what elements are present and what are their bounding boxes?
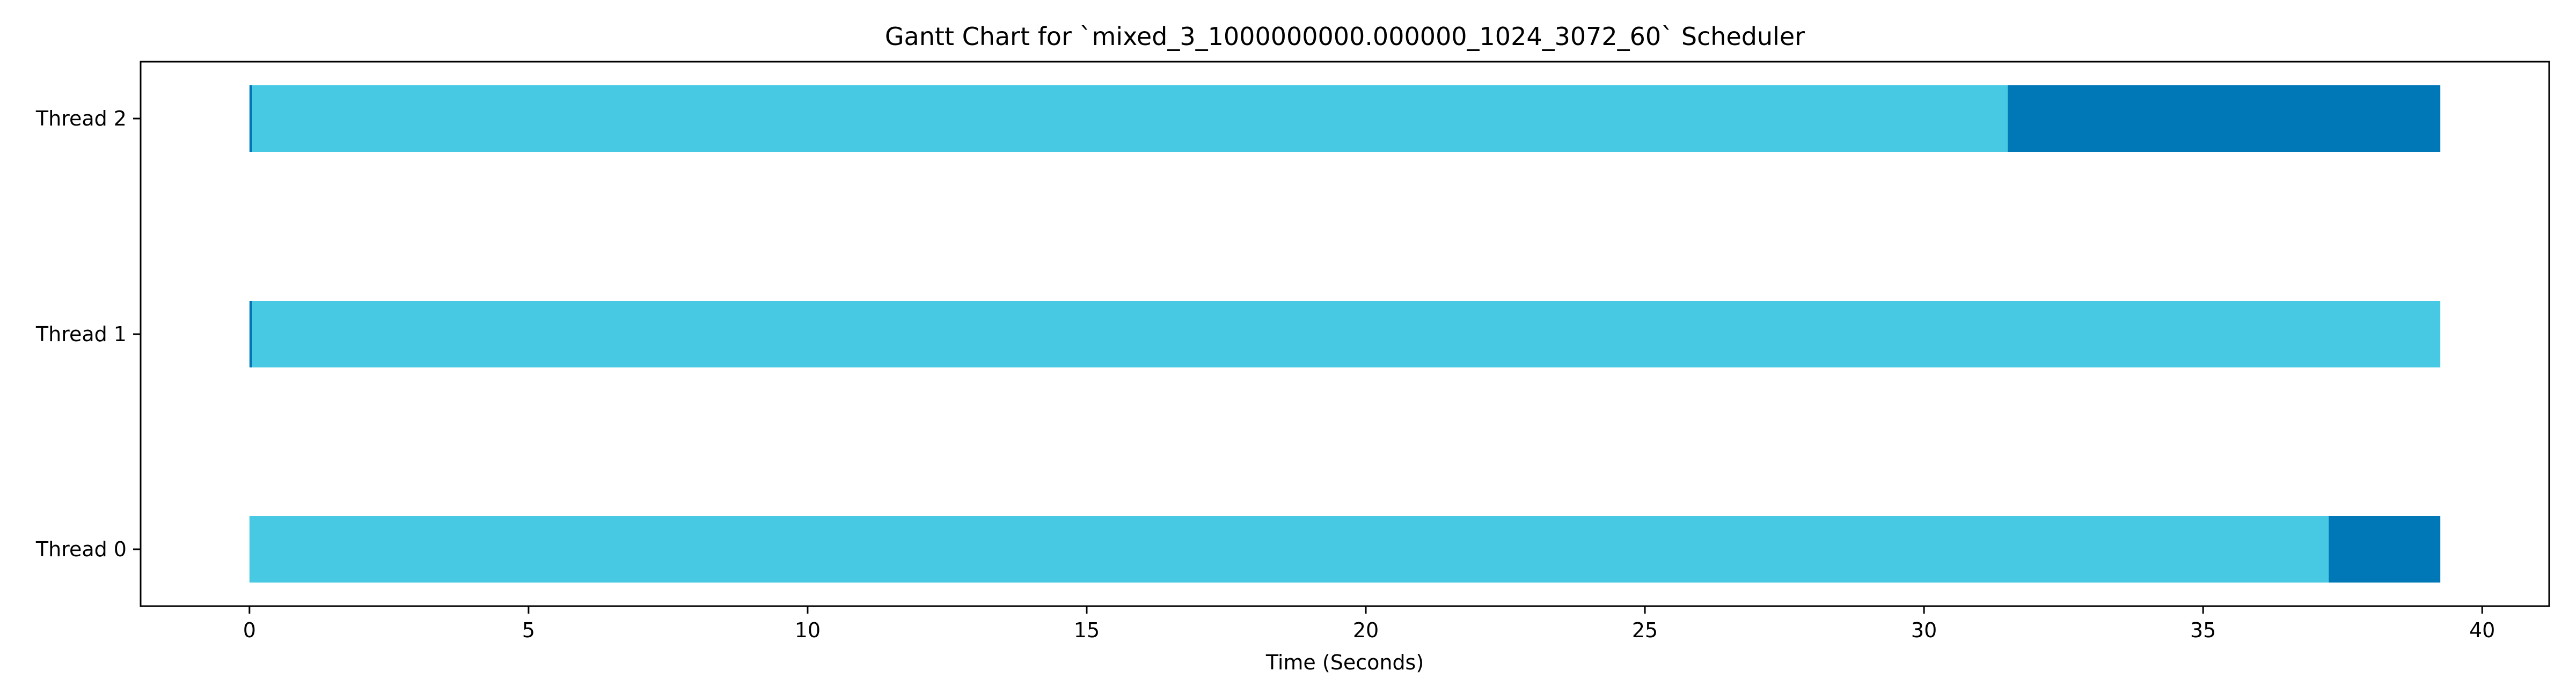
x-axis-label: Time (Seconds) [1265,651,1424,674]
x-tick-label: 20 [1353,618,1379,642]
gantt-bar-thread-2-segment-2 [2008,85,2441,152]
chart-title: Gantt Chart for `mixed_3_1000000000.0000… [885,22,1805,51]
bars-layer [249,85,2441,583]
x-tick-label: 40 [2469,618,2495,642]
y-tick-label: Thread 2 [35,107,127,130]
x-axis-ticks: 0 5 10 15 20 25 30 35 40 [243,606,2495,642]
gantt-bar-thread-0-segment-0 [249,516,2329,583]
x-tick-label: 35 [2190,618,2216,642]
gantt-bar-thread-2-segment-1 [252,85,2008,152]
x-tick-label: 5 [522,618,535,642]
y-axis-ticks: Thread 2 Thread 1 Thread 0 [35,107,141,561]
x-tick-label: 30 [1911,618,1937,642]
y-tick-label: Thread 1 [35,322,127,346]
y-tick-label: Thread 0 [35,537,127,561]
x-tick-label: 25 [1632,618,1658,642]
gantt-bar-thread-0-segment-1 [2329,516,2441,583]
plot-frame [140,61,2550,607]
gantt-bar-thread-1-segment-0 [249,301,253,367]
gantt-bar-thread-1-segment-1 [252,301,2441,367]
x-tick-label: 10 [795,618,821,642]
x-tick-label: 0 [243,618,256,642]
gantt-bar-thread-2-segment-0 [249,85,253,152]
x-tick-label: 15 [1074,618,1100,642]
